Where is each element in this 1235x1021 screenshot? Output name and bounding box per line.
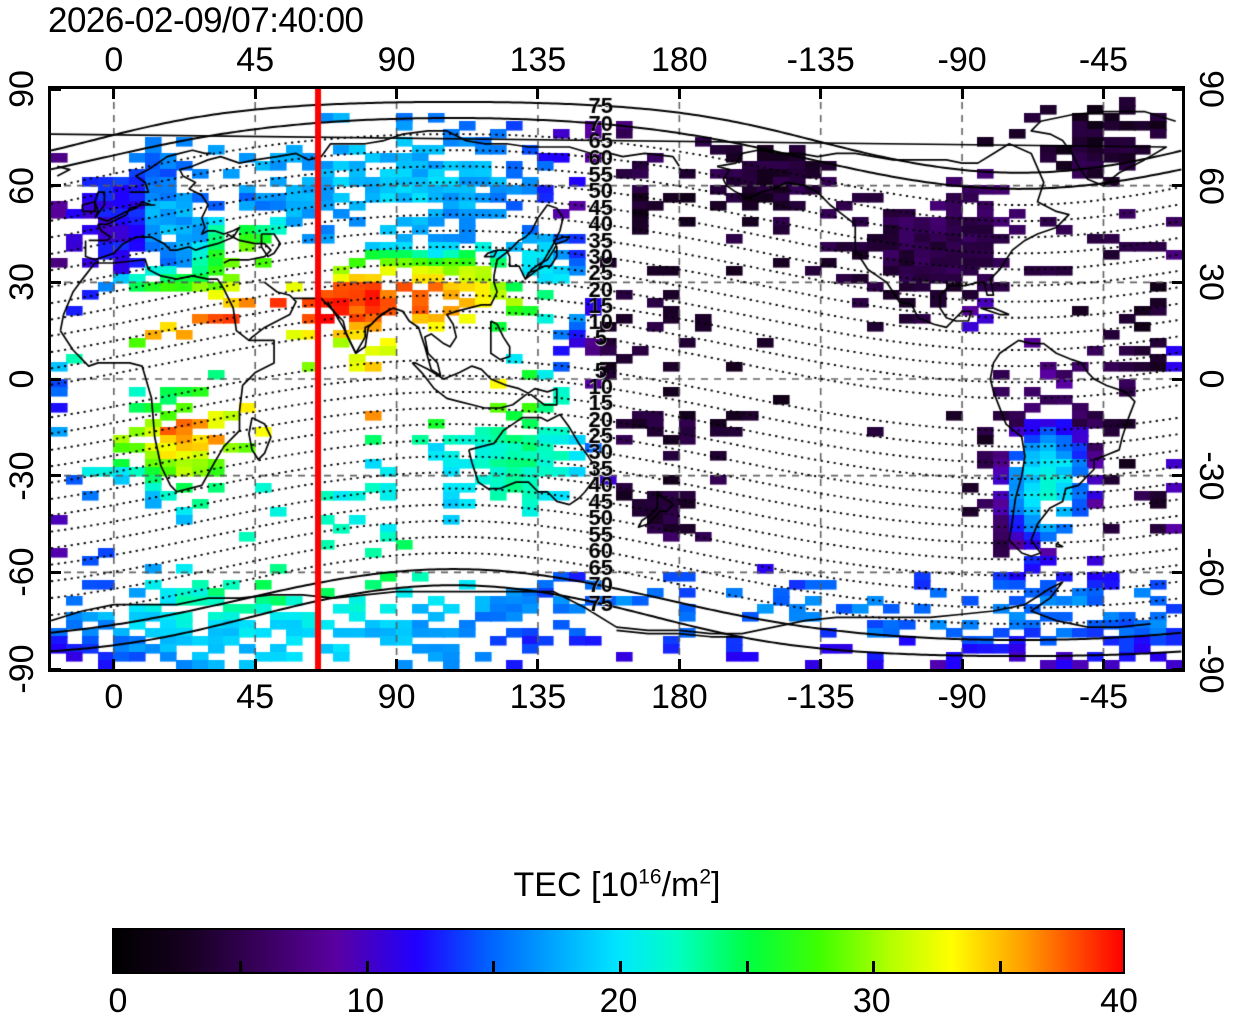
x-axis-tick-label-bottom-5: -135 (786, 678, 855, 716)
x-tick-bottom-5 (819, 659, 823, 672)
x-tick-bottom-1 (253, 659, 257, 672)
x-tick-bottom-7 (1101, 659, 1105, 672)
colorbar-minor-tick-0 (239, 961, 243, 972)
y-axis-tick-label-right-4: -30 (1192, 451, 1230, 501)
x-axis-tick-label-bottom-0: 0 (104, 678, 124, 716)
colorbar-title-exponent: 16 (638, 865, 662, 889)
y-axis-tick-label-right-6: -90 (1192, 644, 1230, 694)
x-tick-top-7 (1101, 86, 1105, 99)
x-axis-tick-label-bottom-1: 45 (236, 678, 275, 716)
x-tick-bottom-6 (960, 659, 964, 672)
colorbar-tick-label-1: 10 (346, 982, 385, 1020)
x-tick-bottom-4 (677, 659, 681, 672)
y-tick-left-3 (48, 377, 61, 381)
y-axis-tick-label-left-2: 30 (3, 263, 41, 302)
y-axis-tick-label-left-6: -90 (3, 644, 41, 694)
x-axis-tick-label-bottom-6: -90 (937, 678, 987, 716)
x-tick-top-0 (112, 86, 116, 99)
x-tick-bottom-2 (395, 659, 399, 672)
x-tick-top-3 (536, 86, 540, 99)
y-axis-tick-label-left-3: 0 (3, 369, 41, 389)
x-tick-top-5 (819, 86, 823, 99)
colorbar-minor-tick-4 (365, 961, 369, 972)
x-axis-tick-label-top-5: -135 (786, 41, 855, 79)
x-axis-tick-label-top-4: 180 (650, 41, 708, 79)
y-axis-tick-label-right-1: 60 (1192, 166, 1230, 205)
colorbar-minor-tick-1 (492, 961, 496, 972)
x-tick-top-1 (253, 86, 257, 99)
x-axis-tick-label-top-7: -45 (1078, 41, 1129, 79)
y-axis-tick-label-right-3: 0 (1192, 369, 1230, 389)
colorbar-title-close: ] (711, 866, 721, 904)
y-tick-left-0 (48, 87, 61, 91)
x-axis-tick-label-top-2: 90 (377, 41, 416, 79)
y-tick-right-2 (1172, 280, 1185, 284)
y-axis-tick-label-left-0: 90 (3, 70, 41, 108)
y-tick-left-4 (48, 474, 61, 478)
page-title: 2026-02-09/07:40:00 (48, 1, 364, 40)
y-tick-right-6 (1172, 667, 1185, 671)
x-axis-tick-label-bottom-7: -45 (1078, 678, 1129, 716)
colorbar-title-prefix: TEC [10 (513, 866, 639, 904)
y-tick-right-1 (1172, 184, 1185, 188)
y-axis-tick-label-left-1: 60 (3, 166, 41, 205)
y-axis-tick-label-right-5: -60 (1192, 547, 1230, 597)
x-axis-tick-label-bottom-3: 135 (509, 678, 567, 716)
y-tick-left-1 (48, 184, 61, 188)
y-axis-tick-label-right-2: 30 (1192, 263, 1230, 302)
map-overlay-canvas (51, 89, 1182, 669)
y-axis-tick-label-left-5: -60 (3, 547, 41, 597)
y-tick-left-5 (48, 570, 61, 574)
y-tick-right-0 (1172, 87, 1185, 91)
x-tick-top-2 (395, 86, 399, 99)
tec-map-plot (48, 86, 1185, 672)
colorbar-minor-tick-5 (619, 961, 622, 972)
y-tick-right-4 (1172, 474, 1185, 478)
y-tick-left-2 (48, 280, 61, 284)
colorbar-minor-tick-6 (872, 961, 876, 972)
map-plot-area (51, 89, 1182, 669)
colorbar (112, 928, 1125, 974)
y-tick-left-6 (48, 667, 61, 671)
x-tick-top-4 (677, 86, 681, 99)
colorbar-tick-label-2: 20 (599, 982, 638, 1020)
colorbar-minor-tick-3 (998, 961, 1002, 972)
y-axis-tick-label-right-0: 90 (1192, 70, 1230, 108)
colorbar-tick-label-0: 0 (108, 982, 128, 1020)
x-axis-tick-label-top-3: 135 (509, 41, 567, 79)
x-axis-tick-label-top-6: -90 (937, 41, 987, 79)
x-tick-bottom-3 (536, 659, 540, 672)
colorbar-title-suffix: /m (661, 866, 700, 904)
colorbar-gradient (114, 930, 1123, 972)
colorbar-tick-label-4: 40 (1100, 982, 1138, 1020)
y-tick-right-3 (1172, 377, 1185, 381)
y-axis-tick-label-left-4: -30 (3, 451, 41, 501)
colorbar-minor-tick-2 (745, 961, 749, 972)
x-axis-tick-label-top-0: 0 (104, 41, 124, 79)
x-axis-tick-label-bottom-2: 90 (377, 678, 416, 716)
x-tick-top-6 (960, 86, 964, 99)
x-axis-tick-label-bottom-4: 180 (650, 678, 708, 716)
x-axis-tick-label-top-1: 45 (236, 41, 275, 79)
colorbar-title-exponent2: 2 (699, 865, 712, 889)
colorbar-title: TEC [1016/m2] (514, 866, 721, 905)
y-tick-right-5 (1172, 570, 1185, 574)
x-tick-bottom-0 (112, 659, 116, 672)
colorbar-tick-label-3: 30 (852, 982, 891, 1020)
